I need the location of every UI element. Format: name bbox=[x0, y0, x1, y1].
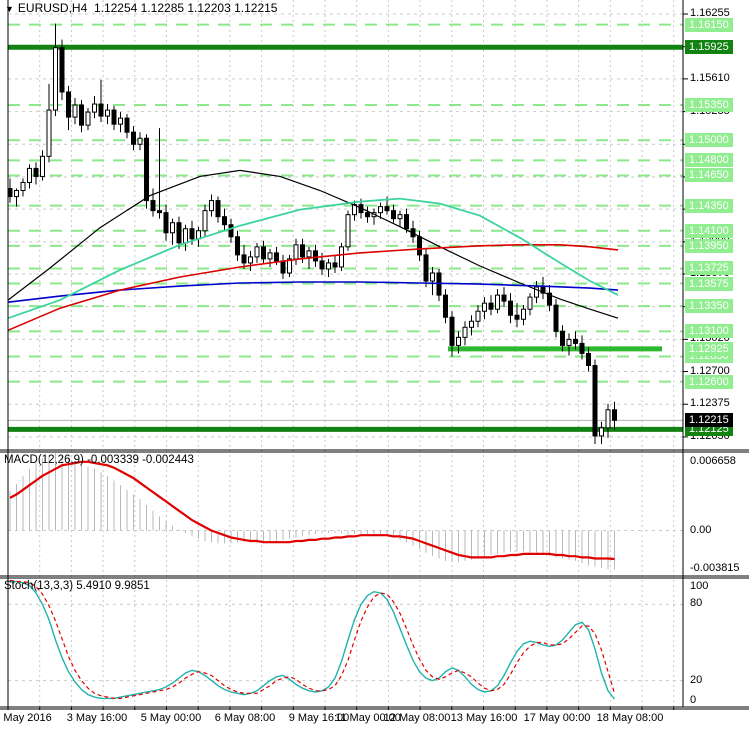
time-tick-label: 12 May 08:00 bbox=[383, 712, 451, 724]
stoch-axis-tick: 0 bbox=[690, 694, 697, 706]
stoch-axis-tick: 80 bbox=[690, 597, 703, 610]
level-price-badge: 1.13350 bbox=[685, 299, 733, 314]
level-price-badge: 1.14350 bbox=[685, 198, 733, 213]
price-tick-label: 1.12700 bbox=[690, 364, 730, 377]
level-price-badge: 1.13575 bbox=[685, 276, 733, 291]
level-price-badge: 1.12925 bbox=[685, 341, 733, 356]
stoch-main-value: 5.4910 bbox=[76, 580, 112, 592]
level-price-badge: 1.15000 bbox=[685, 133, 733, 148]
price-tick-label: 1.15610 bbox=[690, 71, 730, 84]
stoch-main-line bbox=[10, 580, 616, 700]
level-price-badge: 1.13950 bbox=[685, 238, 733, 253]
time-tick-label: 13 May 16:00 bbox=[450, 712, 518, 724]
level-price-badge: 1.15350 bbox=[685, 98, 733, 113]
stoch-axis-tick: 100 bbox=[690, 580, 709, 592]
macd-main-value: -0.003339 bbox=[87, 454, 139, 466]
macd-axis-zero: 0.00 bbox=[690, 523, 712, 536]
price-tick-label: 1.16255 bbox=[690, 7, 730, 20]
time-tick-label: 17 May 00:00 bbox=[523, 712, 591, 724]
time-tick-label: 6 May 08:00 bbox=[214, 712, 276, 724]
time-tick-label: 2 May 2016 bbox=[0, 712, 52, 724]
macd-axis-max: 0.006658 bbox=[690, 455, 736, 467]
ma-red bbox=[7, 244, 619, 332]
level-price-badge: 1.15925 bbox=[685, 40, 733, 55]
level-price-badge: 1.14650 bbox=[685, 168, 733, 183]
stoch-signal-line bbox=[9, 579, 616, 700]
time-tick-label: 18 May 08:00 bbox=[596, 712, 664, 724]
macd-indicator-label: MACD(12,26,9) -0.003339 -0.002443 bbox=[4, 454, 194, 466]
time-tick-label: 9 May 16:00 bbox=[288, 712, 350, 724]
price-tick-label: 1.12375 bbox=[690, 397, 730, 410]
stoch-signal-value: 9.9851 bbox=[114, 580, 150, 592]
time-tick-label: 5 May 00:00 bbox=[140, 712, 202, 724]
level-price-badge: 1.14100 bbox=[685, 223, 733, 238]
level-price-badge: 1.14800 bbox=[685, 153, 733, 168]
time-tick-label: 3 May 16:00 bbox=[66, 712, 128, 724]
stoch-axis-tick: 20 bbox=[690, 673, 703, 686]
macd-axis-min: -0.003815 bbox=[690, 562, 740, 574]
stoch-name: Stoch(13,3,3) bbox=[4, 580, 74, 592]
level-price-badge: 1.13100 bbox=[685, 324, 733, 339]
macd-signal-value: -0.002443 bbox=[142, 454, 194, 466]
level-price-badge: 1.13725 bbox=[685, 261, 733, 276]
symbol-timeframe-label: EURUSD,H4 bbox=[17, 1, 88, 15]
macd-signal-line bbox=[9, 460, 615, 561]
ma-black bbox=[7, 169, 619, 319]
current-price-badge: 1.12215 bbox=[685, 413, 733, 428]
macd-name: MACD(12,26,9) bbox=[4, 454, 84, 466]
symbol-dropdown-icon[interactable]: ▼ bbox=[5, 4, 14, 14]
level-price-badge: 1.16150 bbox=[685, 17, 733, 32]
ohlc-quote-label: 1.12254 1.12285 1.12203 1.12215 bbox=[93, 1, 278, 15]
ma-blue bbox=[7, 281, 619, 303]
ma-green bbox=[7, 197, 619, 320]
level-price-badge: 1.12600 bbox=[685, 374, 733, 389]
stoch-indicator-label: Stoch(13,3,3) 5.4910 9.9851 bbox=[4, 580, 150, 592]
time-tick-label: 11 May 00:00 bbox=[335, 712, 401, 724]
chart-title: ▼ EURUSD,H4 1.12254 1.12285 1.12203 1.122… bbox=[5, 1, 277, 15]
